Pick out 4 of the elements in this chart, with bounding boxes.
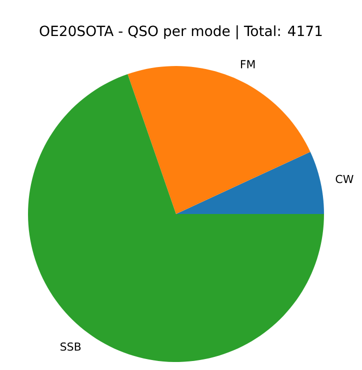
slice-label: FM — [241, 60, 255, 68]
slice-label: CW — [336, 174, 354, 184]
slice-label: SSB — [60, 342, 81, 351]
chart-title: OE20SOTA - QSO per mode | Total: 4171 — [40, 25, 322, 40]
